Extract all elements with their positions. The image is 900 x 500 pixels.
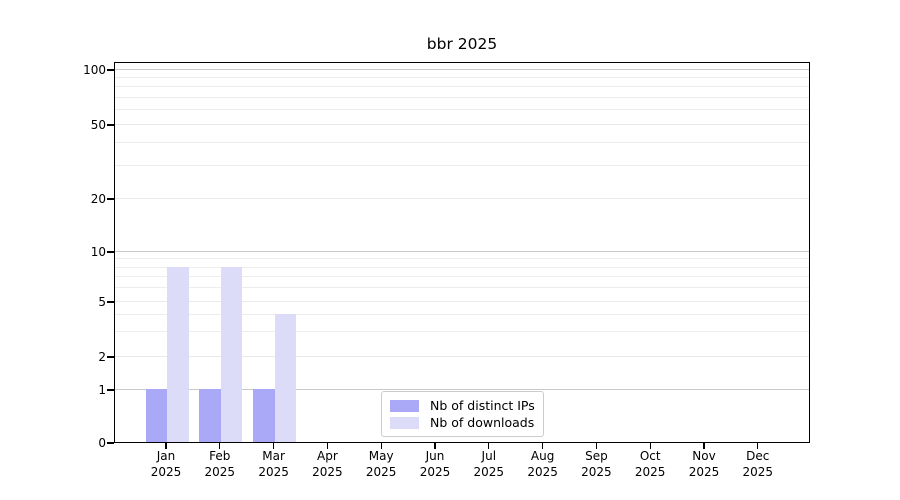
- legend-row-distinct-ips: Nb of distinct IPs: [390, 398, 535, 413]
- legend: Nb of distinct IPs Nb of downloads: [381, 391, 544, 437]
- x-axis-tick-label: May 2025: [365, 449, 397, 479]
- y-axis-tick-label: 50: [90, 118, 106, 132]
- x-axis-tick: [165, 443, 167, 449]
- y-axis-tick-label: 0: [98, 436, 106, 450]
- x-axis-tick: [649, 443, 651, 449]
- y-axis-tick-label: 100: [83, 63, 106, 77]
- gridline-minor: [115, 331, 809, 333]
- gridline-minor: [115, 96, 809, 98]
- x-axis-tick-label: Feb 2025: [204, 449, 236, 479]
- gridline-minor: [115, 258, 809, 260]
- gridline-minor: [115, 109, 809, 111]
- x-axis-tick: [488, 443, 490, 449]
- y-axis-tick-label: 10: [90, 245, 106, 259]
- gridline-minor: [115, 164, 809, 166]
- bar-feb-downloads: [220, 267, 243, 442]
- x-axis-tick: [542, 443, 544, 449]
- y-axis-tick: [107, 251, 114, 253]
- x-axis-tick-label: Nov 2025: [688, 449, 720, 479]
- x-axis-tick: [219, 443, 221, 449]
- bar-mar-downloads: [274, 314, 297, 442]
- legend-swatch-distinct-ips-icon: [390, 399, 419, 412]
- y-axis-tick: [107, 389, 114, 391]
- y-axis-tick-label: 1: [98, 383, 106, 397]
- plot-area: Nb of distinct IPs Nb of downloads: [114, 62, 810, 443]
- gridline-minor: [115, 76, 809, 78]
- gridline-major: [115, 250, 809, 252]
- bar-feb-distinct-ips: [199, 389, 221, 442]
- y-axis-tick: [107, 198, 114, 200]
- gridline-minor: [115, 266, 809, 268]
- bars-layer: [115, 63, 809, 442]
- gridline-minor: [115, 276, 809, 278]
- x-axis-tick-label: Apr 2025: [312, 449, 343, 479]
- x-axis-tick-label: Jan 2025: [150, 449, 182, 479]
- gridline: [115, 197, 809, 199]
- x-axis-tick-label: Aug 2025: [527, 449, 558, 479]
- x-axis-tick: [595, 443, 597, 449]
- bar-mar-distinct-ips: [253, 389, 275, 442]
- gridline-minor: [115, 141, 809, 143]
- y-axis-tick-label: 5: [98, 295, 106, 309]
- bar-jan-distinct-ips: [145, 389, 167, 442]
- gridline: [115, 355, 809, 357]
- gridline: [115, 123, 809, 125]
- grid-layer: [115, 63, 809, 442]
- gridline: [115, 300, 809, 302]
- legend-row-downloads: Nb of downloads: [390, 415, 535, 430]
- y-axis-tick: [107, 69, 114, 71]
- gridline-minor: [115, 287, 809, 289]
- x-axis-tick: [434, 443, 436, 449]
- gridline-minor: [115, 86, 809, 88]
- x-axis-tick-label: Mar 2025: [258, 449, 289, 479]
- y-axis-tick: [107, 442, 114, 444]
- x-axis-tick: [273, 443, 275, 449]
- y-axis-tick: [107, 356, 114, 358]
- legend-label-distinct-ips: Nb of distinct IPs: [430, 398, 535, 413]
- x-axis-tick-label: Jun 2025: [419, 449, 451, 479]
- x-axis-tick-label: Oct 2025: [634, 449, 666, 479]
- gridline-major: [115, 388, 809, 390]
- y-axis-tick: [107, 124, 114, 126]
- chart-title: bbr 2025: [426, 35, 498, 53]
- legend-label-downloads: Nb of downloads: [430, 415, 535, 430]
- x-axis-tick-label: Jul 2025: [473, 449, 505, 479]
- x-axis-tick-label: Dec 2025: [742, 449, 774, 479]
- y-axis-tick-label: 20: [90, 192, 106, 206]
- x-axis-tick: [757, 443, 759, 449]
- bar-jan-downloads: [167, 267, 189, 442]
- x-axis-tick: [326, 443, 328, 449]
- x-axis-tick: [703, 443, 705, 449]
- legend-swatch-downloads-icon: [390, 416, 419, 429]
- y-axis-tick: [107, 301, 114, 303]
- x-axis-tick: [380, 443, 382, 449]
- gridline-major: [115, 68, 809, 70]
- x-axis-tick-label: Sep 2025: [581, 449, 612, 479]
- gridline-minor: [115, 313, 809, 315]
- y-axis-tick-label: 2: [98, 350, 106, 364]
